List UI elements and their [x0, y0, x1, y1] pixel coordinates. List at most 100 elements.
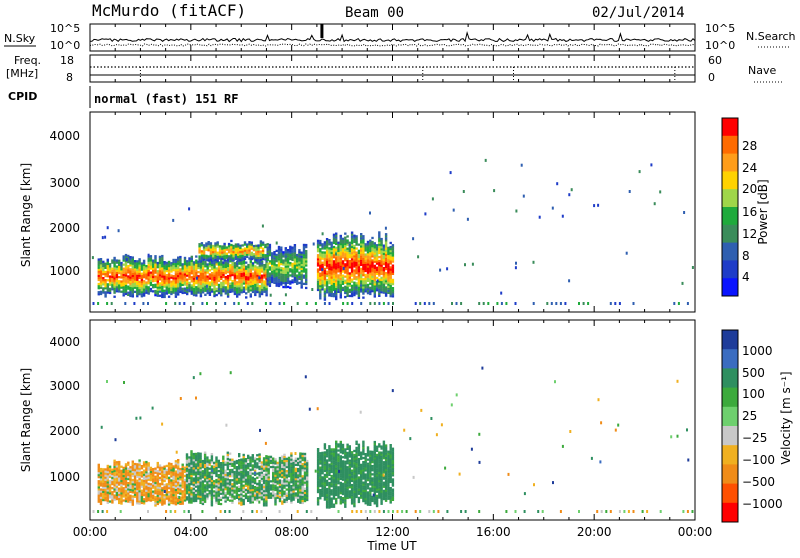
echo-cell — [380, 240, 382, 242]
echo-cell — [93, 302, 95, 305]
echo-cell — [159, 270, 161, 272]
echo-cell — [225, 276, 227, 278]
echo-cell — [278, 268, 280, 270]
echo-cell — [317, 260, 319, 262]
echo-cell — [337, 478, 339, 480]
echo-cell — [98, 492, 100, 494]
echo-cell — [238, 459, 240, 461]
echo-cell — [200, 275, 202, 277]
echo-cell — [342, 466, 344, 468]
echo-cell — [319, 283, 321, 285]
echo-cell — [138, 498, 140, 500]
echo-cell — [291, 251, 293, 253]
echo-cell — [319, 254, 321, 256]
echo-cell — [342, 489, 344, 491]
echo-cell — [154, 492, 156, 494]
echo-cell — [299, 495, 301, 497]
echo-cell — [278, 246, 280, 248]
echo-cell — [344, 493, 346, 495]
echo-cell — [163, 502, 165, 504]
echo-cell — [154, 284, 156, 286]
echo-cell — [120, 480, 122, 482]
echo-cell — [245, 292, 247, 294]
echo-cell — [317, 240, 319, 242]
echo-cell — [237, 252, 239, 254]
echo-cell — [209, 288, 211, 290]
echo-cell — [227, 269, 229, 271]
echo-cell — [238, 302, 240, 305]
echo-cell — [270, 486, 272, 488]
echo-cell — [304, 471, 306, 473]
echo-cell — [383, 302, 385, 305]
echo-cell — [291, 279, 293, 281]
echo-cell — [247, 467, 249, 469]
echo-cell — [385, 268, 387, 270]
echo-cell — [141, 293, 143, 295]
echo-cell — [222, 284, 224, 286]
echo-cell — [127, 494, 129, 496]
echo-cell — [175, 462, 177, 464]
echo-cell — [223, 249, 225, 251]
echo-cell — [346, 258, 348, 260]
echo-cell — [496, 302, 498, 305]
echo-cell — [98, 283, 100, 285]
echo-cell — [116, 469, 118, 471]
echo-cell — [141, 490, 143, 492]
echo-cell — [335, 457, 337, 459]
echo-cell — [100, 476, 102, 478]
echo-cell — [150, 261, 152, 263]
echo-cell — [213, 468, 215, 470]
echo-cell — [328, 247, 330, 249]
echo-cell — [98, 275, 100, 277]
echo-cell — [304, 473, 306, 475]
echo-cell — [113, 460, 115, 462]
echo-cell — [129, 478, 131, 480]
echo-cell — [271, 260, 273, 262]
echo-cell — [342, 462, 344, 464]
echo-cell — [240, 489, 242, 491]
echo-cell — [288, 469, 290, 471]
echo-cell — [353, 247, 355, 249]
echo-cell — [102, 499, 104, 501]
echo-cell — [260, 244, 262, 246]
echo-cell — [195, 471, 197, 473]
echo-cell — [344, 276, 346, 278]
echo-cell — [296, 281, 298, 283]
echo-cell — [168, 281, 170, 283]
echo-cell — [148, 278, 150, 280]
echo-cell — [216, 284, 218, 286]
echo-cell — [228, 257, 230, 259]
echo-cell — [190, 499, 192, 501]
echo-cell — [195, 282, 197, 284]
echo-cell — [383, 275, 385, 277]
echo-cell — [191, 293, 193, 295]
echo-cell — [297, 495, 299, 497]
echo-cell — [261, 275, 263, 277]
echo-cell — [346, 272, 348, 274]
echo-cell — [360, 278, 362, 280]
echo-cell — [186, 266, 188, 268]
echo-cell — [134, 479, 136, 481]
echo-cell — [111, 497, 113, 499]
echo-cell — [278, 285, 280, 287]
echo-cell — [118, 477, 120, 479]
echo-cell — [159, 278, 161, 280]
echo-cell — [296, 266, 298, 268]
echo-cell — [220, 276, 222, 278]
echo-cell — [294, 279, 296, 281]
echo-cell — [333, 497, 335, 499]
echo-cell — [118, 282, 120, 284]
echo-cell — [317, 254, 319, 256]
echo-cell — [344, 489, 346, 491]
echo-cell — [186, 492, 188, 494]
echo-cell — [136, 264, 138, 266]
echo-cell — [245, 466, 247, 468]
echo-cell — [258, 490, 260, 492]
echo-cell — [358, 289, 360, 291]
echo-cell — [392, 248, 394, 250]
echo-cell — [201, 252, 203, 254]
echo-cell — [236, 267, 238, 269]
echo-cell — [263, 268, 265, 270]
echo-cell — [380, 281, 382, 283]
echo-cell — [141, 287, 143, 289]
